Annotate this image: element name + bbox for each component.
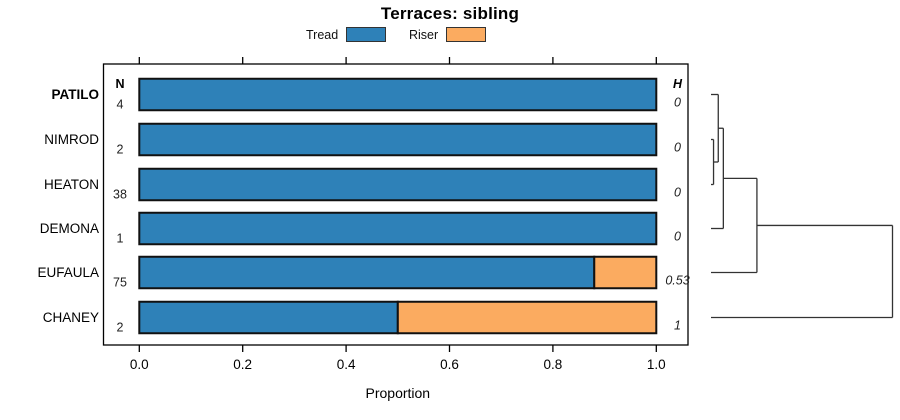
h-value: 0 xyxy=(674,185,681,199)
n-value: 2 xyxy=(117,142,124,156)
row-label: PATILO xyxy=(52,87,100,102)
bar-segment-tread xyxy=(138,255,596,290)
n-value: 38 xyxy=(113,187,127,201)
chart-title: Terraces: sibling xyxy=(380,4,520,23)
bar-segment-tread xyxy=(138,77,658,112)
row-label: EUFAULA xyxy=(37,265,99,280)
x-axis-tick-label: 1.0 xyxy=(647,357,666,372)
h-value: 0 xyxy=(674,229,681,243)
n-value: 75 xyxy=(113,275,127,289)
h-value: 1 xyxy=(674,318,681,332)
x-axis-tick-label: 0.2 xyxy=(233,357,252,372)
h-value: 0.53 xyxy=(665,273,689,287)
legend-item-riser: Riser xyxy=(409,27,487,42)
n-value: 4 xyxy=(117,97,124,111)
n-value: 2 xyxy=(117,320,124,334)
legend-swatch-tread xyxy=(346,27,387,42)
h-value: 0 xyxy=(674,95,681,109)
bar-segment-riser xyxy=(396,300,658,335)
x-axis-tick-label: 0.4 xyxy=(337,357,356,372)
bar-segment-tread xyxy=(138,167,658,202)
n-value: 1 xyxy=(117,231,124,245)
n-column-header: N xyxy=(115,77,124,91)
x-axis-title: Proportion xyxy=(366,385,431,401)
legend-label-riser: Riser xyxy=(409,27,439,42)
bar-segment-tread xyxy=(138,300,399,335)
x-axis-tick-label: 0.6 xyxy=(440,357,459,372)
plot-box xyxy=(102,63,689,346)
row-label: DEMONA xyxy=(40,221,99,236)
row-label: CHANEY xyxy=(43,310,99,325)
h-column-header: H xyxy=(673,77,683,91)
row-label: HEATON xyxy=(44,177,99,192)
row-label: NIMROD xyxy=(44,132,99,147)
bar-segment-tread xyxy=(138,122,658,157)
legend-item-tread: Tread xyxy=(306,27,387,42)
h-value: 0 xyxy=(674,140,681,154)
bar-segment-tread xyxy=(138,211,658,246)
bar-segment-riser xyxy=(593,255,658,290)
legend-swatch-riser xyxy=(446,27,487,42)
x-axis-tick-label: 0.8 xyxy=(544,357,563,372)
legend-label-tread: Tread xyxy=(306,27,339,42)
x-axis-tick-label: 0.0 xyxy=(130,357,149,372)
